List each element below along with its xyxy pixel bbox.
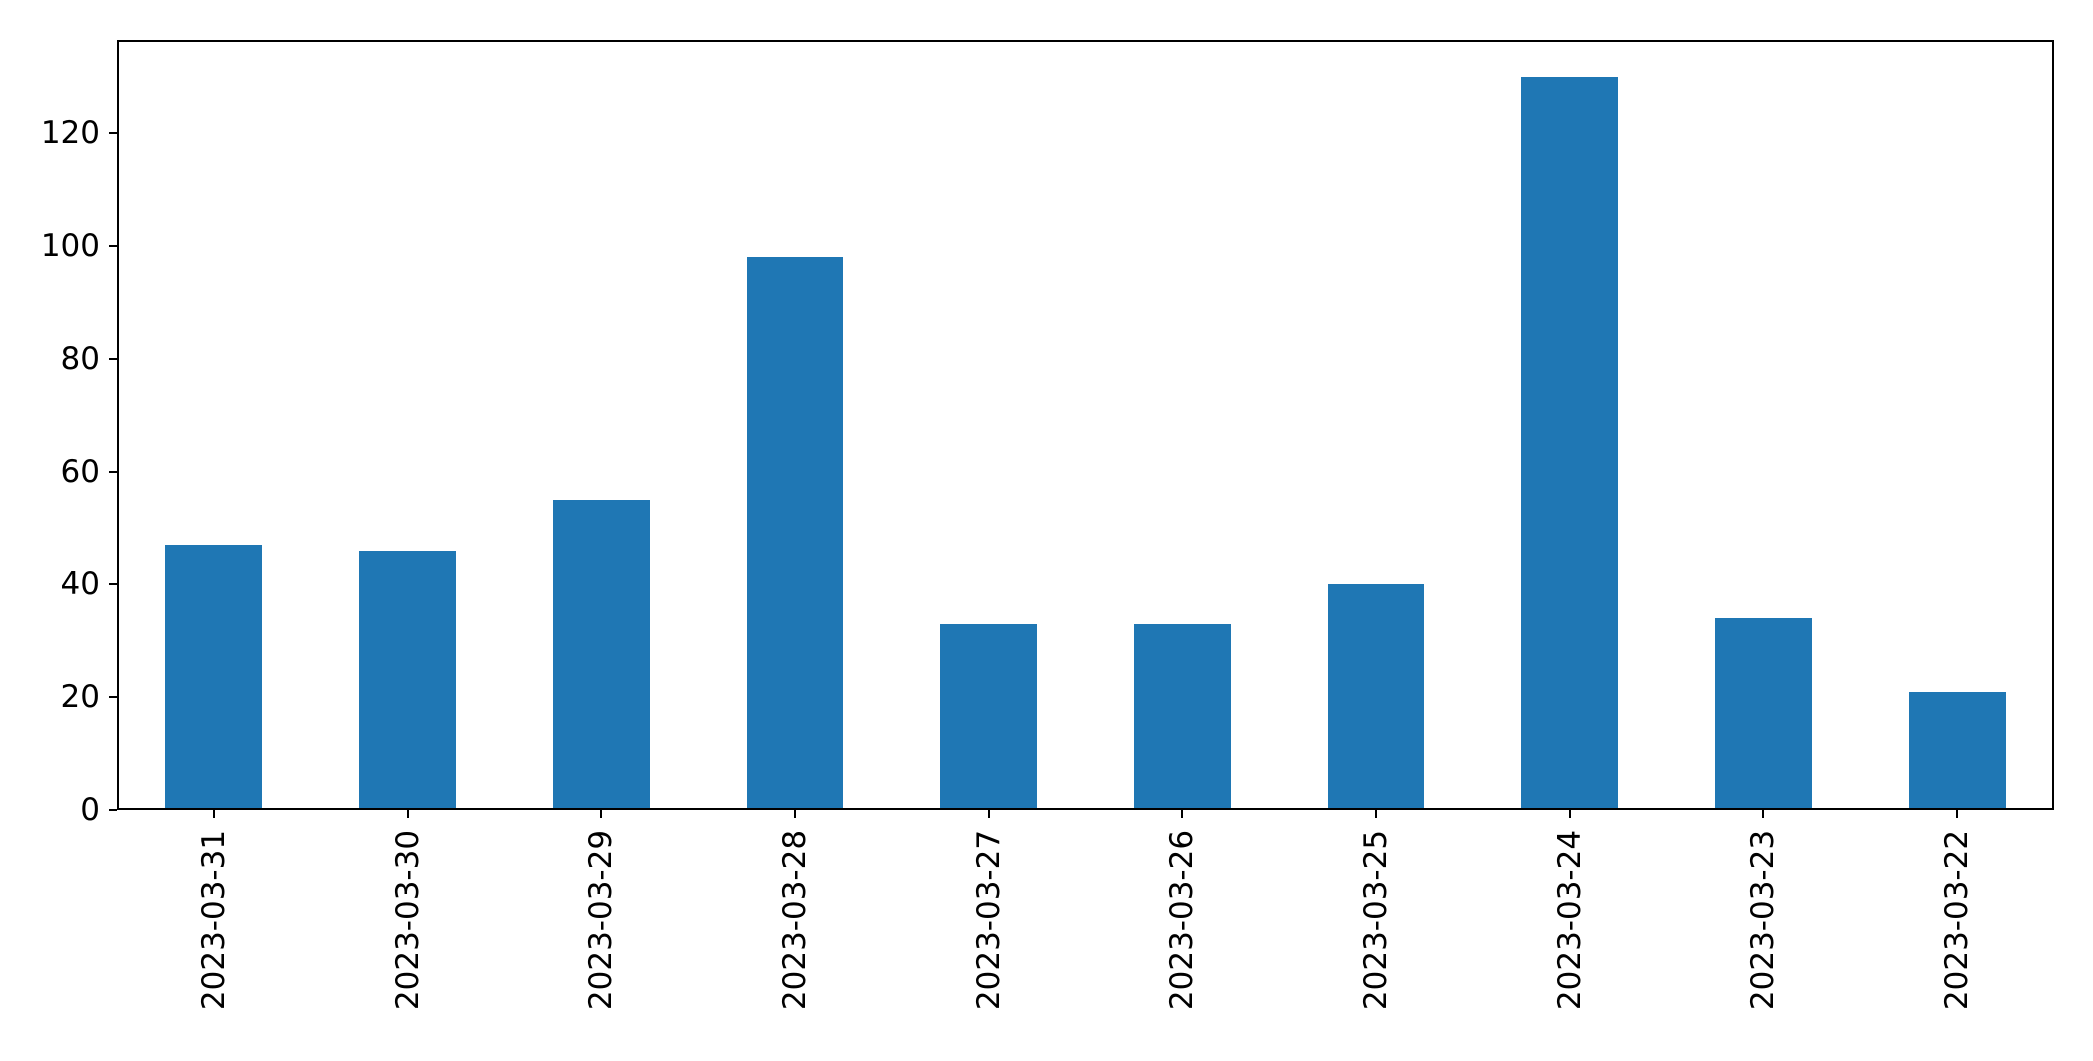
x-tick-label: 2023-03-30 [389, 829, 426, 1011]
y-tick-label: 20 [60, 679, 100, 716]
bar [1715, 618, 1812, 810]
bar [359, 550, 456, 810]
bar [165, 544, 263, 810]
x-tick-mark [1762, 810, 1765, 818]
x-tick-label: 2023-03-23 [1745, 829, 1782, 1011]
x-tick-label: 2023-03-25 [1358, 829, 1395, 1011]
x-tick-mark [987, 810, 990, 818]
y-tick-mark [109, 357, 117, 360]
x-tick-mark [600, 810, 603, 818]
bar [940, 623, 1038, 810]
y-tick-mark [109, 696, 117, 699]
y-tick-mark [109, 244, 117, 247]
x-tick-mark [793, 810, 796, 818]
x-tick-mark [1568, 810, 1571, 818]
bar [746, 257, 844, 810]
y-tick-label: 80 [60, 340, 100, 377]
bar [1327, 584, 1425, 810]
y-tick-mark [109, 470, 117, 473]
x-tick-mark [1181, 810, 1184, 818]
bar [1908, 691, 2006, 810]
y-tick-label: 120 [40, 115, 100, 152]
x-tick-mark [212, 810, 215, 818]
x-tick-label: 2023-03-24 [1551, 829, 1588, 1011]
x-tick-label: 2023-03-29 [583, 829, 620, 1011]
bar [552, 499, 650, 810]
y-tick-label: 100 [40, 227, 100, 264]
x-tick-label: 2023-03-28 [776, 829, 813, 1011]
y-tick-mark [109, 583, 117, 586]
x-tick-label: 2023-03-27 [970, 829, 1007, 1011]
y-tick-mark [109, 809, 117, 811]
bar [1133, 623, 1231, 810]
y-tick-label: 40 [60, 566, 100, 603]
x-tick-label: 2023-03-22 [1939, 829, 1976, 1011]
y-tick-label: 0 [80, 792, 100, 828]
x-tick-mark [406, 810, 409, 818]
y-tick-label: 60 [60, 453, 100, 490]
x-tick-mark [1956, 810, 1959, 818]
bar [1521, 76, 1619, 810]
x-tick-label: 2023-03-31 [195, 829, 232, 1011]
x-tick-mark [1375, 810, 1378, 818]
y-tick-mark [109, 132, 117, 135]
x-tick-label: 2023-03-26 [1164, 829, 1201, 1011]
